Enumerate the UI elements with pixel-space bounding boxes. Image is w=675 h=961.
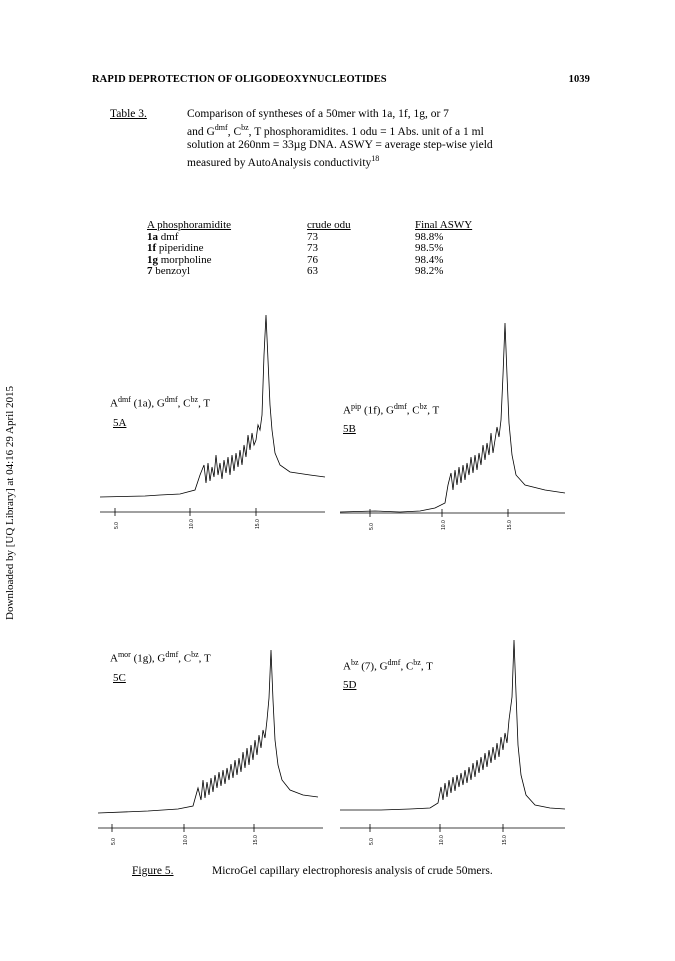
column-amidite: A phosphoramidite 1a dmf 1f piperidine 1… [147,219,297,278]
trace-line [340,322,566,513]
page-number: 1039 [568,74,590,85]
tick-label: 15.0 [507,520,513,530]
electropherogram-5b: 5.0 10.0 15.0 [340,322,566,530]
column-header: Final ASWY [415,219,473,231]
table-cell: 98.5% [415,242,444,254]
column-aswy: Final ASWY 98.8% 98.5% 98.4% 98.2% [415,219,505,278]
table-caption-text: Comparison of syntheses of a 50mer with … [187,108,587,170]
table-cell: 98.2% [415,265,444,277]
panel-id-5b: 5B [343,423,356,435]
trace-line [100,314,326,498]
table-row: 1g morpholine [147,253,212,266]
running-title: RAPID DEPROTECTION OF OLIGODEOXYNUCLEOTI… [92,74,387,85]
electropherogram-5a: 5.0 10.0 15.0 [100,314,326,529]
download-notice: Downloaded by [UQ Library] at 04:16 29 A… [4,385,16,620]
table-cell: 76 [307,253,318,266]
column-header: A phosphoramidite [147,219,232,231]
tick-label: 5.0 [111,838,117,845]
table-row: 1f piperidine [147,242,204,254]
tick-label: 10.0 [439,835,445,845]
column-odu: crude odu 73 73 76 63 [307,219,397,278]
column-header: crude odu [307,219,351,231]
tick-label: 10.0 [441,520,447,530]
figure-label: Figure 5. [132,865,174,877]
figure-caption-text: MicroGel capillary electrophoresis analy… [212,865,493,877]
table-row: 1a dmf [147,230,179,243]
panel-title-5b: Apip (1f), Gdmf, Cbz, T [343,402,440,417]
electropherogram-5c: 5.0 10.0 15.0 [98,649,323,845]
panel-title-5d: Abz (7), Gdmf, Cbz, T [343,658,433,673]
caption-line-3: solution at 260nm = 33µg DNA. ASWY = ave… [187,138,493,151]
table-cell: 73 [307,230,318,243]
tick-label: 15.0 [253,835,259,845]
trace-line [340,639,566,811]
table-cell: 73 [307,242,318,254]
table-cell: 98.8% [415,230,444,243]
table-cell: 63 [307,265,318,277]
running-header: RAPID DEPROTECTION OF OLIGODEOXYNUCLEOTI… [92,74,590,90]
table-row: 7 benzoyl [147,265,191,277]
electropherogram-5d: 5.0 10.0 15.0 [340,639,566,845]
tick-label: 15.0 [502,835,508,845]
panel-id-5d: 5D [343,679,357,691]
caption-line-2: and Gdmf, Cbz, T phosphoramidites. 1 odu… [187,123,484,138]
tick-label: 10.0 [183,835,189,845]
panel-title-5c: Amor (1g), Gdmf, Cbz, T [110,650,211,665]
tick-label: 10.0 [189,519,195,529]
table-cell: 98.4% [415,253,444,266]
tick-label: 15.0 [255,519,261,529]
panel-id-5a: 5A [113,417,127,429]
caption-line-1: Comparison of syntheses of a 50mer with … [187,108,449,120]
tick-label: 5.0 [369,838,375,845]
tick-label: 5.0 [114,522,120,529]
trace-line [98,649,319,814]
table-label: Table 3. [110,108,147,120]
panel-id-5c: 5C [113,672,126,684]
panel-title-5a: Admf (1a), Gdmf, Cbz, T [110,395,211,410]
tick-label: 5.0 [369,523,375,530]
caption-line-4: measured by AutoAnalysis conductivity18 [187,153,380,169]
